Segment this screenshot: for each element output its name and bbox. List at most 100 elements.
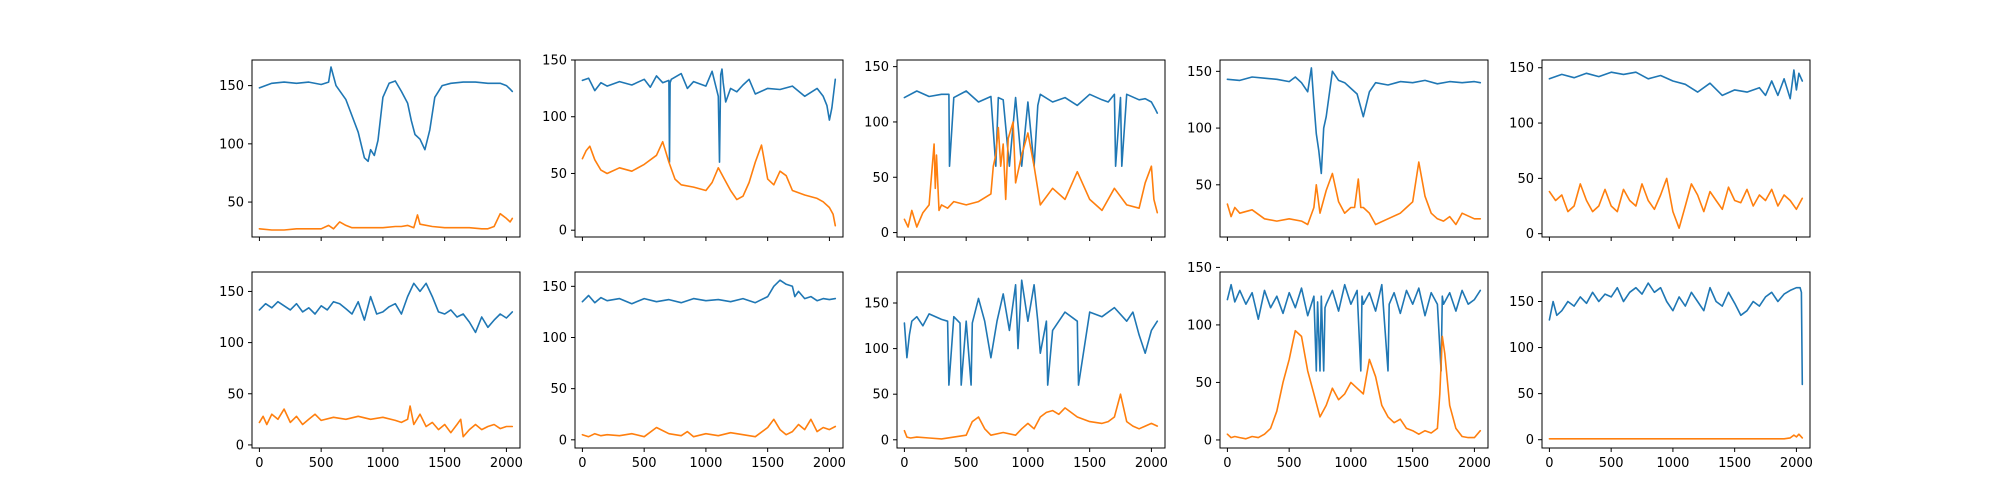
series-line-1 — [581, 68, 837, 163]
x-tick-label: 500 — [309, 456, 334, 471]
series-line-1 — [1548, 69, 1804, 100]
series-line-2 — [1226, 329, 1482, 440]
y-tick-label: 100 — [542, 331, 567, 346]
axes-frame — [574, 271, 844, 449]
subplot-8: 0 500 1000 1500 2000 0 50 100 150 — [864, 271, 1168, 471]
subplot-6: 0 500 1000 1500 2000 0 50 100 150 — [219, 271, 523, 471]
y-tick-label: 0 — [559, 224, 567, 239]
x-tick-label: 1000 — [366, 456, 399, 471]
axes-frame — [1219, 271, 1489, 449]
y-tick-label: 50 — [872, 171, 889, 186]
x-tick-label: 1000 — [1334, 456, 1367, 471]
y-tick-label: 50 — [1195, 376, 1212, 391]
series-line-1 — [258, 66, 514, 163]
x-tick-label: 500 — [1277, 456, 1302, 471]
series-line-1 — [903, 90, 1159, 167]
y-tick-label: 100 — [864, 115, 889, 130]
subplot-1: 50 100 150 — [219, 59, 521, 241]
y-tick-label: 150 — [1187, 261, 1212, 276]
y-tick-label: 150 — [1509, 295, 1534, 310]
x-tick-label: 1500 — [751, 456, 784, 471]
y-tick-label: 50 — [1517, 387, 1534, 402]
axes-frame — [574, 59, 844, 238]
y-tick-label: 50 — [550, 167, 567, 182]
subplot-2: 0 50 100 150 — [542, 54, 844, 241]
y-tick-label: 150 — [864, 60, 889, 75]
series-line-2 — [903, 121, 1159, 228]
x-tick-label: 2000 — [490, 456, 523, 471]
y-tick-label: 100 — [219, 336, 244, 351]
x-tick-label: 1000 — [689, 456, 722, 471]
x-tick-label: 1000 — [1656, 456, 1689, 471]
x-tick-label: 1500 — [1718, 456, 1751, 471]
y-tick-label: 50 — [550, 382, 567, 397]
y-tick-label: 150 — [1187, 65, 1212, 80]
y-tick-label: 100 — [864, 342, 889, 357]
series-line-1 — [1226, 67, 1482, 175]
x-tick-label: 500 — [632, 456, 657, 471]
x-tick-label: 1500 — [428, 456, 461, 471]
y-tick-label: 0 — [1204, 433, 1212, 448]
x-tick-label: 0 — [578, 456, 586, 471]
series-line-2 — [903, 393, 1159, 440]
axes-frame — [896, 59, 1166, 238]
subplot-10: 0 500 1000 1500 2000 0 50 100 150 — [1509, 271, 1813, 471]
series-line-2 — [1548, 177, 1804, 229]
x-tick-label: 0 — [1223, 456, 1231, 471]
subplot-3: 0 50 100 150 — [864, 59, 1166, 241]
y-tick-label: 100 — [219, 137, 244, 152]
subplot-9: 0 500 1000 1500 2000 0 50 100 150 — [1187, 261, 1491, 471]
axes-frame — [896, 271, 1166, 449]
y-tick-label: 100 — [1187, 122, 1212, 137]
axes-frame — [1541, 59, 1811, 238]
series-line-2 — [1548, 433, 1804, 440]
series-line-2 — [258, 212, 514, 231]
x-tick-label: 0 — [1545, 456, 1553, 471]
y-tick-label: 0 — [1526, 433, 1534, 448]
y-tick-label: 100 — [542, 110, 567, 125]
y-tick-label: 0 — [881, 433, 889, 448]
axes-frame — [1541, 271, 1811, 449]
series-line-2 — [1226, 161, 1482, 226]
y-tick-label: 50 — [227, 196, 244, 211]
y-tick-label: 50 — [872, 388, 889, 403]
x-tick-label: 500 — [1599, 456, 1624, 471]
axes-frame — [251, 271, 521, 449]
subplot-4: 50 100 150 — [1187, 59, 1489, 241]
y-tick-label: 0 — [559, 433, 567, 448]
y-tick-label: 150 — [219, 285, 244, 300]
x-tick-label: 0 — [255, 456, 263, 471]
series-line-2 — [581, 140, 837, 227]
y-tick-label: 0 — [236, 438, 244, 453]
x-tick-label: 1500 — [1396, 456, 1429, 471]
x-tick-label: 2000 — [1458, 456, 1491, 471]
series-line-1 — [581, 279, 837, 305]
y-tick-label: 150 — [864, 297, 889, 312]
y-tick-label: 150 — [542, 280, 567, 295]
series-line-1 — [258, 282, 514, 334]
subplot-5: 0 50 100 150 — [1509, 59, 1811, 242]
series-line-1 — [1548, 282, 1804, 386]
x-tick-label: 2000 — [1780, 456, 1813, 471]
y-tick-label: 0 — [881, 226, 889, 241]
axes-frame — [251, 59, 521, 238]
series-line-2 — [258, 405, 514, 438]
series-line-1 — [903, 279, 1159, 386]
y-tick-label: 100 — [1509, 341, 1534, 356]
y-tick-label: 150 — [219, 79, 244, 94]
x-tick-label: 1500 — [1073, 456, 1106, 471]
y-tick-label: 0 — [1526, 227, 1534, 242]
y-tick-label: 50 — [1195, 178, 1212, 193]
axes-frame — [1219, 59, 1489, 238]
x-tick-label: 2000 — [813, 456, 846, 471]
y-tick-label: 50 — [227, 387, 244, 402]
x-tick-label: 1000 — [1011, 456, 1044, 471]
x-tick-label: 2000 — [1135, 456, 1168, 471]
series-line-1 — [1226, 283, 1482, 372]
subplot-7: 0 500 1000 1500 2000 0 50 100 150 — [542, 271, 846, 471]
y-tick-label: 100 — [1187, 318, 1212, 333]
y-tick-label: 100 — [1509, 117, 1534, 132]
x-tick-label: 0 — [900, 456, 908, 471]
